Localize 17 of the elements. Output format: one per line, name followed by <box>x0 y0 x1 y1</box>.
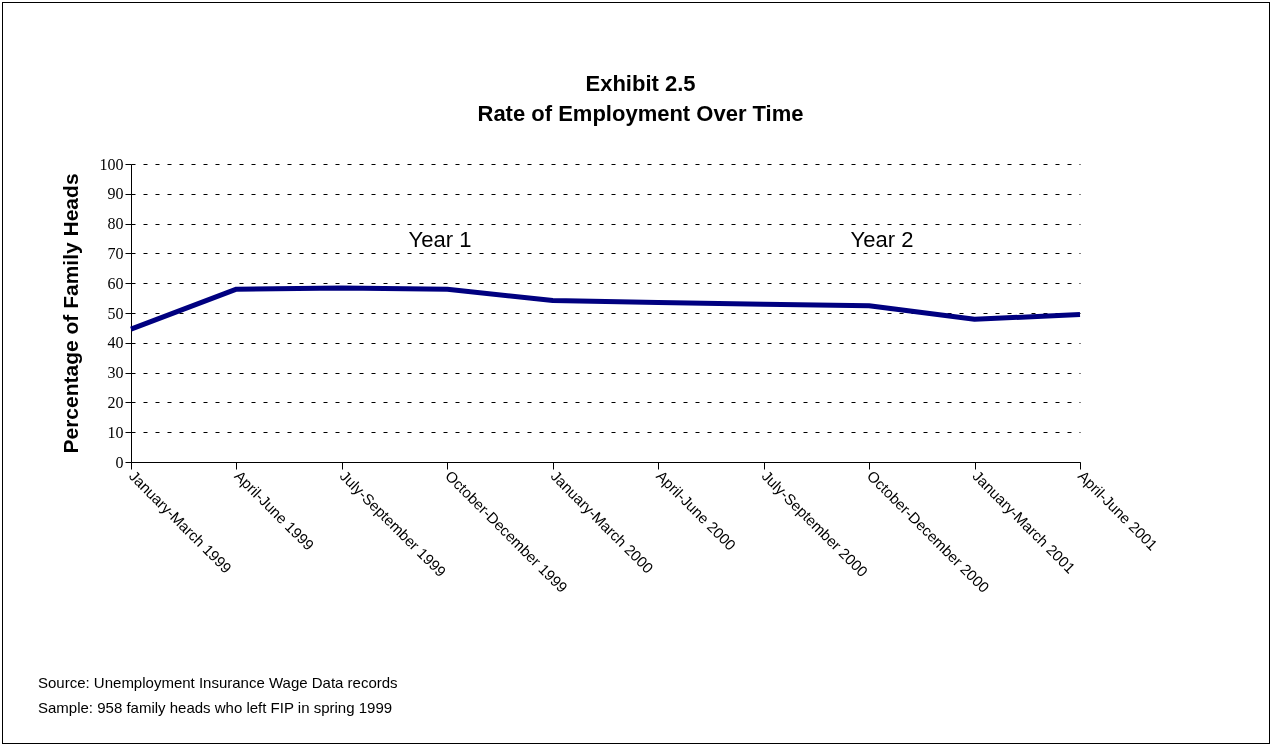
chart-title: Exhibit 2.5 Rate of Employment Over Time <box>477 71 804 126</box>
annotation: Year 1 <box>408 227 472 252</box>
annotation: Year 2 <box>850 227 914 252</box>
y-tick-label: 70 <box>107 244 124 262</box>
source-note: Source: Unemployment Insurance Wage Data records <box>38 674 398 691</box>
y-axis-title: Percentage of Family Heads <box>58 173 82 454</box>
y-tick-label: 30 <box>107 364 124 382</box>
y-tick-label: 50 <box>107 304 124 322</box>
y-tick-label: 90 <box>107 185 124 203</box>
y-tick-label: 100 <box>99 155 124 173</box>
y-tick-label: 40 <box>107 334 124 352</box>
y-tick-label: 20 <box>107 393 124 411</box>
y-tick-label: 60 <box>107 274 124 292</box>
y-tick-label: 80 <box>107 215 124 233</box>
text: Sample: 958 family heads who left FIP in spring 1999 <box>38 699 393 716</box>
y-tick-label: 0 <box>115 453 124 471</box>
y-tick-label: 10 <box>107 423 124 441</box>
